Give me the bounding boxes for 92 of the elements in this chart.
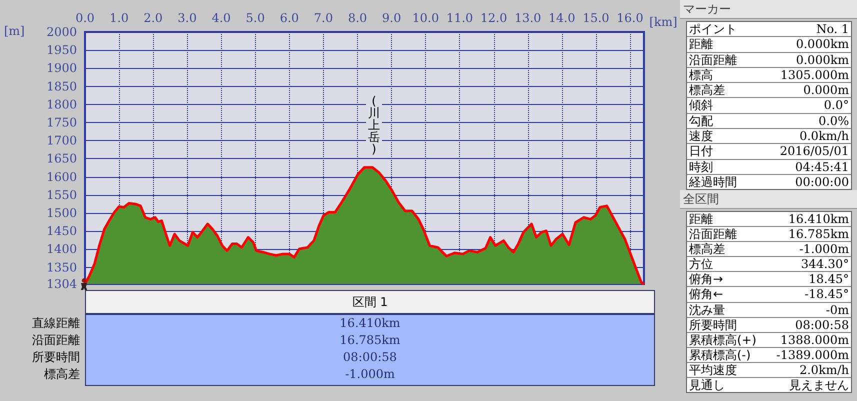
- text: マーカー: [680, 0, 857, 19]
- text: 2016/05/01: [780, 144, 849, 158]
- y-axis-title: [m]: [4, 24, 25, 38]
- x-tick-label: 7.0: [314, 11, 333, 25]
- category-label: 標高差: [44, 366, 80, 383]
- x-tick-label: 14.0: [548, 11, 576, 25]
- text: 00:00:00: [795, 174, 849, 189]
- text: -1.000m: [345, 367, 395, 381]
- x-tick-label: 0.0: [75, 11, 95, 25]
- x-tick-label: 8.0: [348, 11, 368, 25]
- category-label: 見通し: [689, 378, 725, 392]
- y-tick-label: 1400: [46, 242, 77, 256]
- category-label: 所要時間: [32, 349, 80, 366]
- category-label: 沿面距離: [32, 332, 80, 349]
- y-tick-label: 1304: [46, 277, 78, 291]
- x-tick-label: 3.0: [178, 11, 197, 25]
- x-tick-label: 16.0: [616, 11, 644, 25]
- text: 04:45:41: [795, 160, 849, 174]
- y-tick-label: 1850: [46, 79, 77, 94]
- y-tick-label: 1550: [46, 188, 77, 202]
- x-tick-label: 5.0: [246, 11, 265, 25]
- text: 16.785km: [340, 333, 400, 347]
- annotation: (川上岳): [368, 94, 380, 156]
- category-label: 累積標高(+): [689, 332, 756, 347]
- category-label: 標高差: [689, 83, 725, 98]
- text: -1389.000m: [776, 348, 849, 362]
- category-label: 傾斜: [689, 98, 713, 113]
- text: 0.0km/h: [799, 129, 849, 144]
- category-label: 距離: [689, 212, 713, 226]
- text: 16.410km: [788, 212, 849, 226]
- category-label: 平均速度: [689, 362, 737, 378]
- category-label: 距離: [689, 37, 713, 52]
- category-label: 標高: [689, 68, 713, 82]
- category-label: 沿面距離: [689, 227, 737, 242]
- y-tick-label: 1750: [46, 116, 77, 130]
- text: 0.0%: [818, 114, 849, 128]
- category-label: 累積標高(-): [689, 348, 751, 362]
- category-label: 方位: [689, 257, 713, 272]
- text: 全区間: [680, 190, 857, 209]
- category-label: 時刻: [689, 160, 713, 174]
- text: 16.410km: [340, 316, 400, 330]
- text: 2.0km/h: [799, 362, 849, 377]
- y-tick-label: 1700: [46, 134, 77, 148]
- x-tick-label: 15.0: [582, 11, 610, 25]
- x-tick-label: 10.0: [412, 11, 439, 25]
- x-tick-label: 1.0: [110, 11, 129, 25]
- text: 18.45°: [808, 272, 849, 286]
- text: 区間 1: [85, 290, 655, 314]
- x-tick-label: 2.0: [144, 11, 163, 25]
- text: -1.000m: [799, 242, 849, 256]
- y-tick-label: 1800: [46, 97, 77, 112]
- category-label: 沈み量: [689, 302, 725, 317]
- text: 0.000km: [796, 52, 849, 67]
- category-label: ポイント: [689, 22, 737, 36]
- category-label: 速度: [689, 129, 713, 144]
- x-tick-label: 11.0: [446, 11, 474, 25]
- text: 見えません: [789, 378, 849, 392]
- text: 344.30°: [801, 257, 849, 272]
- category-label: 俯角→: [689, 272, 724, 286]
- x-tick-label: 6.0: [280, 11, 299, 25]
- text: No. 1: [816, 22, 849, 36]
- x-tick-label: 13.0: [514, 11, 542, 25]
- y-tick-label: 1600: [46, 170, 77, 184]
- category-label: 標高差: [689, 242, 725, 256]
- text: 08:00:58: [343, 350, 397, 364]
- y-tick-label: 1900: [46, 61, 77, 76]
- x-tick-label: 12.0: [480, 11, 508, 25]
- y-tick-label: 1950: [46, 43, 77, 58]
- text: 0.000km: [796, 37, 849, 52]
- y-tick-label: 1450: [46, 224, 77, 238]
- x-tick-label: 4.0: [212, 11, 231, 25]
- category-label: 勾配: [689, 114, 713, 128]
- text: -0m: [826, 302, 849, 317]
- text: 0.000m: [803, 83, 849, 98]
- y-tick-label: 1350: [46, 260, 77, 274]
- text: -18.45°: [804, 287, 849, 302]
- category-label: 俯角←: [689, 287, 724, 302]
- category-label: 経過時間: [689, 174, 737, 190]
- y-tick-label: 2000: [46, 25, 77, 39]
- category-label: 所要時間: [689, 318, 737, 332]
- category-label: 直線距離: [32, 315, 80, 332]
- x-axis-title: [km]: [649, 15, 678, 29]
- y-tick-label: 1650: [46, 152, 77, 166]
- text: 0.0°: [824, 98, 849, 112]
- text: 1305.000m: [780, 68, 849, 82]
- text: 08:00:58: [795, 318, 849, 332]
- category-label: 沿面距離: [689, 52, 737, 67]
- x-tick-label: 9.0: [382, 11, 402, 25]
- category-label: 日付: [689, 144, 713, 159]
- text: 16.785km: [788, 227, 849, 242]
- text: 1388.000m: [780, 332, 849, 347]
- y-tick-label: 1500: [46, 206, 77, 220]
